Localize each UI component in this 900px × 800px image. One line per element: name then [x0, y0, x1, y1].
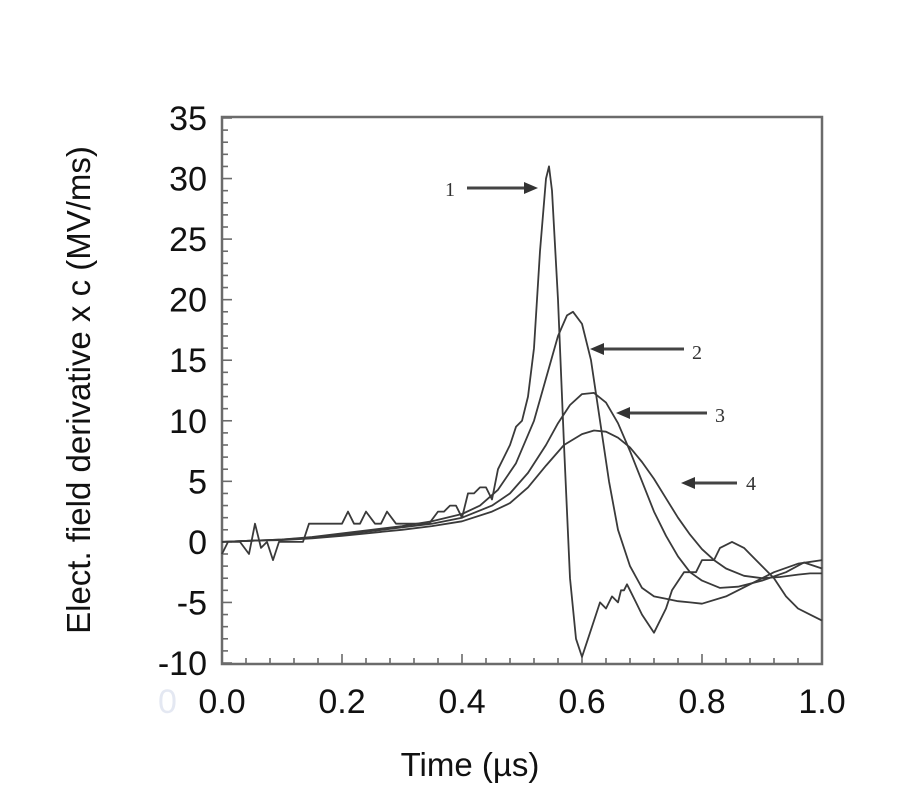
curve-label-3: 3: [715, 405, 725, 427]
curve-label-1: 1: [445, 179, 455, 201]
annotation-3: 3: [616, 405, 725, 427]
curve-label-4: 4: [746, 473, 756, 495]
x-tick-label: 0.4: [438, 683, 485, 721]
y-tick-labels: 35 30 25 20 15 10 5 0 -5 -10: [158, 100, 207, 683]
y-tick-label: -5: [177, 584, 207, 622]
y-tick-label: -10: [158, 645, 207, 683]
arrow-head-icon: [616, 407, 630, 419]
y-tick-label: 35: [169, 100, 207, 138]
x-axis-title: Time (µs): [401, 746, 540, 783]
x-tick-label: 0.0: [198, 683, 245, 721]
series-1-line: [221, 165, 823, 658]
x-tick-label: 0.8: [678, 683, 725, 721]
series-3-line: [221, 391, 823, 589]
annotation-2: 2: [590, 342, 702, 364]
y-tick-label: 30: [169, 161, 207, 199]
stray-zero-glyph: 0: [158, 683, 177, 721]
series-curves: [221, 165, 823, 658]
curve-annotations: 1 2 3 4: [445, 179, 756, 495]
y-axis-title: Elect. field derivative x c (MV/ms): [60, 146, 97, 634]
plot-frame: [220, 115, 824, 666]
y-tick-label: 25: [169, 221, 207, 259]
y-tick-label: 20: [169, 282, 207, 320]
y-tick-label: 0: [188, 524, 207, 562]
axis-ticks: [221, 117, 823, 664]
x-tick-labels: 0.0 0.2 0.4 0.6 0.8 1.0: [198, 683, 845, 721]
y-tick-label: 5: [188, 463, 207, 501]
x-tick-label: 1.0: [798, 683, 845, 721]
x-tick-label: 0.6: [558, 683, 605, 721]
y-tick-label: 10: [169, 403, 207, 441]
curve-label-2: 2: [692, 342, 702, 364]
x-tick-label: 0.2: [318, 683, 365, 721]
annotation-4: 4: [681, 473, 756, 495]
arrow-head-icon: [681, 477, 695, 489]
arrow-head-icon: [524, 182, 538, 194]
arrow-head-icon: [590, 343, 604, 355]
series-2-line: [221, 310, 823, 605]
annotation-1: 1: [445, 179, 538, 201]
y-tick-label: 15: [169, 342, 207, 380]
series-4-line: [221, 429, 822, 580]
